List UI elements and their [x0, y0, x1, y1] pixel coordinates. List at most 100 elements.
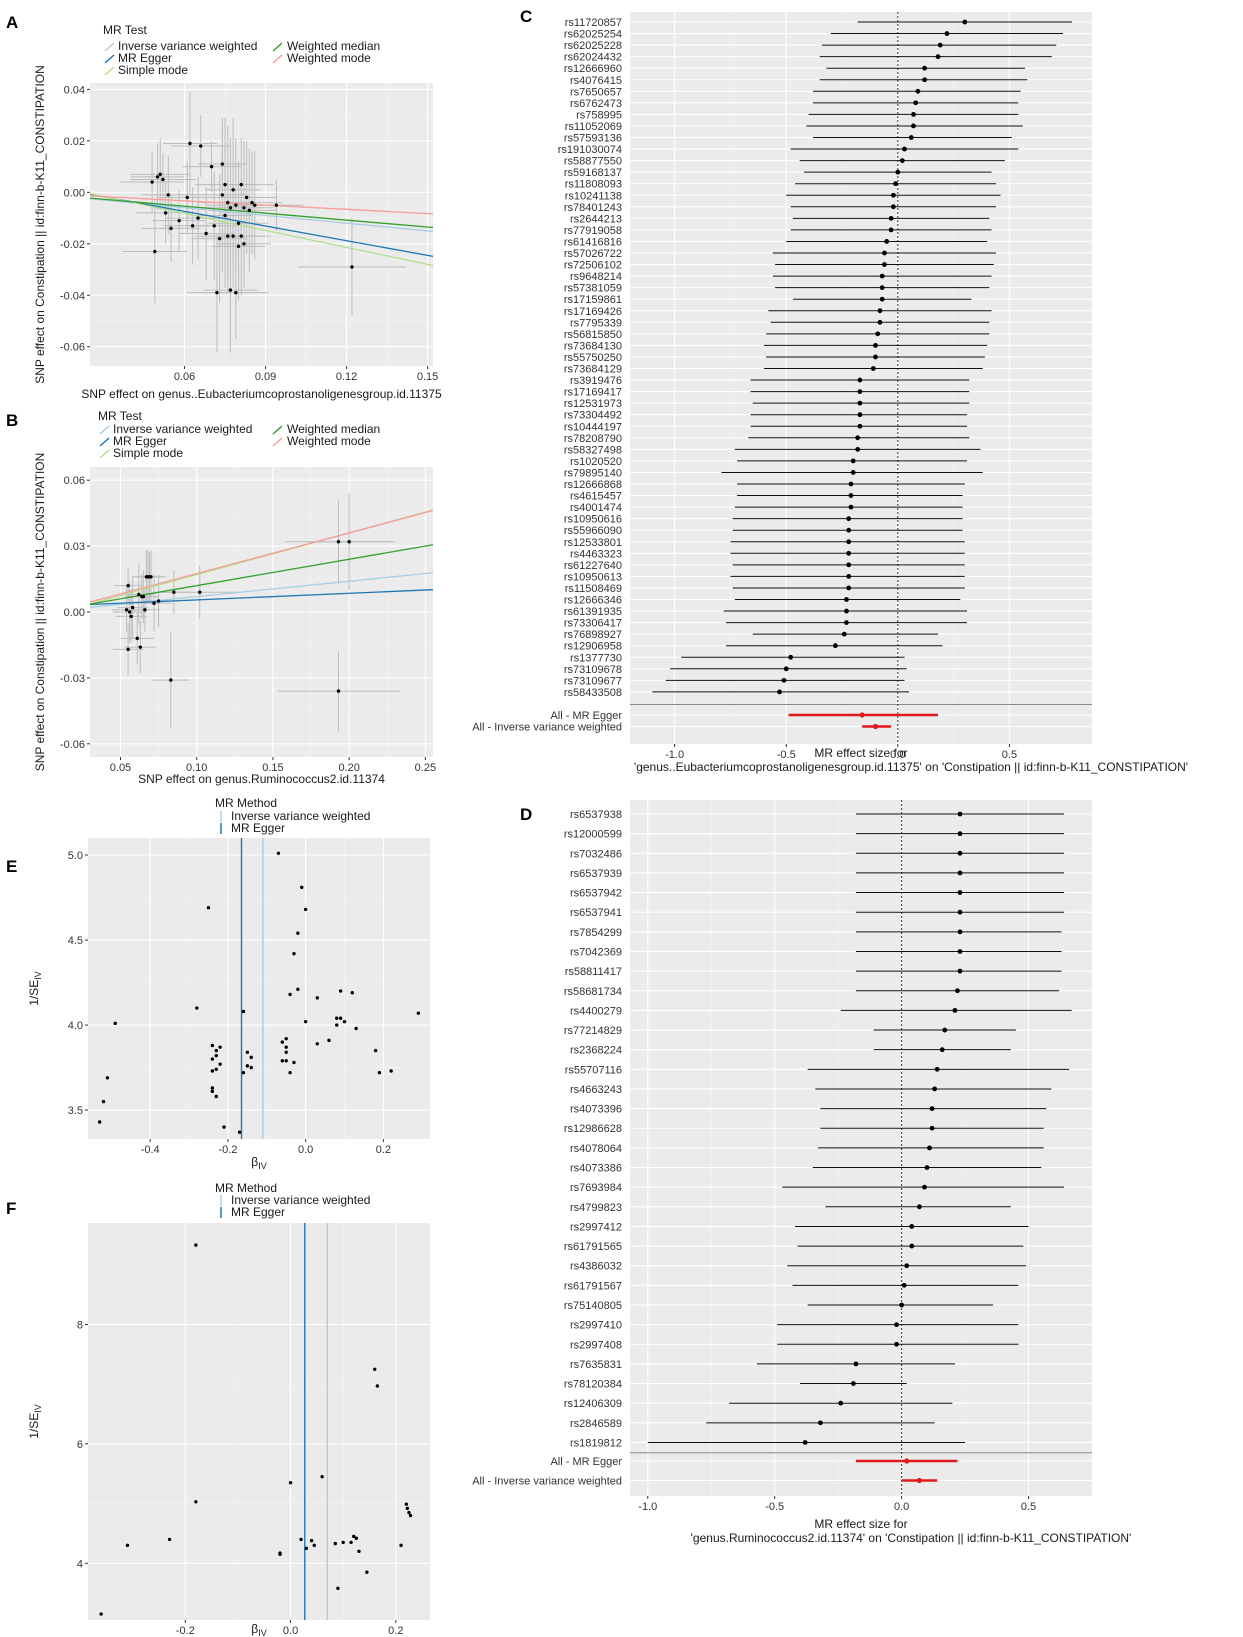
snp-point [130, 605, 135, 610]
snp-label: rs1819812 [570, 1437, 622, 1449]
snp-estimate-point [888, 227, 894, 233]
snp-label: rs77919058 [564, 225, 622, 237]
snp-label: rs62025254 [564, 29, 622, 41]
snp-point [169, 226, 173, 231]
legend-a-wmode-label: Weighted mode [287, 51, 371, 65]
snp-estimate-point [952, 1008, 958, 1013]
snp-estimate-point [884, 239, 890, 244]
snp-point [338, 989, 343, 993]
x-tick-label-c: 0.0 [890, 749, 905, 761]
snp-point [239, 182, 243, 187]
snp-point [210, 1069, 215, 1073]
snp-point [327, 1038, 331, 1043]
snp-label: rs11052069 [565, 121, 622, 133]
legend-b-simple-key [99, 449, 110, 459]
snp-estimate-point [922, 77, 928, 83]
x-tick-label-e: -0.2 [218, 1144, 237, 1156]
snp-estimate-point [870, 366, 876, 371]
x-axis-title-e: βIV [251, 1155, 266, 1171]
y-tick-label-f: 6 [77, 1439, 83, 1451]
snp-label: rs73306417 [564, 618, 622, 630]
snp-estimate-point [957, 968, 963, 974]
snp-point [244, 195, 249, 200]
snp-estimate-point [894, 1322, 899, 1328]
y-tick-label-a: -0.06 [60, 342, 85, 354]
snp-estimate-point [850, 470, 856, 475]
snp-point [247, 208, 252, 213]
snp-estimate-point [929, 1125, 935, 1131]
snp-point [226, 234, 230, 238]
x-tick-label-c: 0.5 [1002, 749, 1017, 761]
snp-estimate-point [879, 296, 885, 302]
plot-area-f [88, 1223, 430, 1620]
snp-label: rs9648214 [570, 271, 622, 283]
snp-estimate-point [916, 1204, 922, 1210]
legend-f-ivw-label: Inverse variance weighted [231, 1193, 370, 1207]
snp-point [375, 1384, 380, 1388]
snp-estimate-point [846, 550, 852, 556]
snp-point [304, 1546, 309, 1551]
snp-point [149, 575, 153, 579]
snp-label: rs58877550 [564, 156, 622, 168]
snp-point [303, 907, 308, 912]
snp-point [141, 594, 146, 599]
snp-estimate-point [942, 1027, 948, 1033]
x-tick-label-d: 0.5 [1021, 1501, 1036, 1513]
snp-estimate-point [844, 620, 849, 625]
snp-label: rs73304492 [564, 410, 622, 422]
snp-point [288, 992, 292, 997]
snp-estimate-point [879, 285, 885, 291]
snp-point [210, 1043, 215, 1048]
snp-estimate-point [957, 909, 963, 915]
x-tick-label-b: 0.25 [415, 762, 436, 774]
snp-point [190, 224, 195, 228]
snp-label: rs79895140 [564, 467, 622, 479]
snp-estimate-point [911, 123, 916, 129]
snp-label: rs17169417 [564, 387, 622, 399]
snp-point [143, 608, 147, 612]
snp-estimate-point [890, 192, 896, 198]
snp-estimate-point [955, 988, 960, 994]
snp-label: rs12666346 [564, 595, 622, 607]
legend-b-egger-key [99, 437, 110, 447]
snp-estimate-point [957, 949, 963, 954]
snp-point [217, 236, 222, 241]
snp-label: rs73109677 [564, 675, 622, 687]
snp-point [377, 1070, 382, 1075]
snp-point [354, 1536, 359, 1540]
snp-label: rs10950613 [564, 571, 622, 583]
snp-point [336, 689, 341, 693]
legend-e: MR Method Inverse variance weighted MR E… [215, 796, 370, 835]
snp-estimate-point [929, 1106, 935, 1111]
snp-estimate-point [846, 516, 852, 522]
snp-point [242, 206, 246, 210]
snp-label: rs7795339 [570, 317, 622, 329]
snp-point [214, 1053, 218, 1058]
regression-line-egger [89, 193, 434, 257]
panel-label-f: F [6, 1199, 16, 1218]
legend-a-wmode-key [272, 54, 283, 64]
snp-point [350, 991, 354, 995]
legend-b-wmedian-key [272, 425, 283, 435]
snp-estimate-point [957, 831, 963, 837]
snp-label: rs11808093 [565, 179, 622, 191]
snp-point [152, 601, 156, 605]
legend-b-wmedian-label: Weighted median [287, 422, 380, 436]
snp-point [352, 1534, 356, 1539]
snp-label: rs7635831 [570, 1359, 622, 1371]
y-tick-label-e: 4.0 [68, 1020, 83, 1032]
snp-point [228, 288, 233, 292]
summary-label: All - Inverse variance weighted [472, 1476, 622, 1488]
panels-layer: 0.06 0.09 0.12 0.15-0.06-0.04-0.020.000.020… [27, 12, 1188, 1637]
snp-label: rs77214829 [564, 1025, 622, 1037]
snp-estimate-point [939, 1047, 945, 1053]
snp-label: rs7693984 [570, 1182, 622, 1194]
snp-estimate-point [783, 666, 789, 672]
snp-point [236, 221, 241, 225]
snp-point [335, 1023, 339, 1027]
snp-point [276, 851, 281, 856]
snp-point [245, 1050, 250, 1054]
snp-label: rs2644213 [570, 213, 622, 225]
snp-estimate-point [895, 169, 901, 175]
snp-estimate-point [924, 1165, 930, 1170]
